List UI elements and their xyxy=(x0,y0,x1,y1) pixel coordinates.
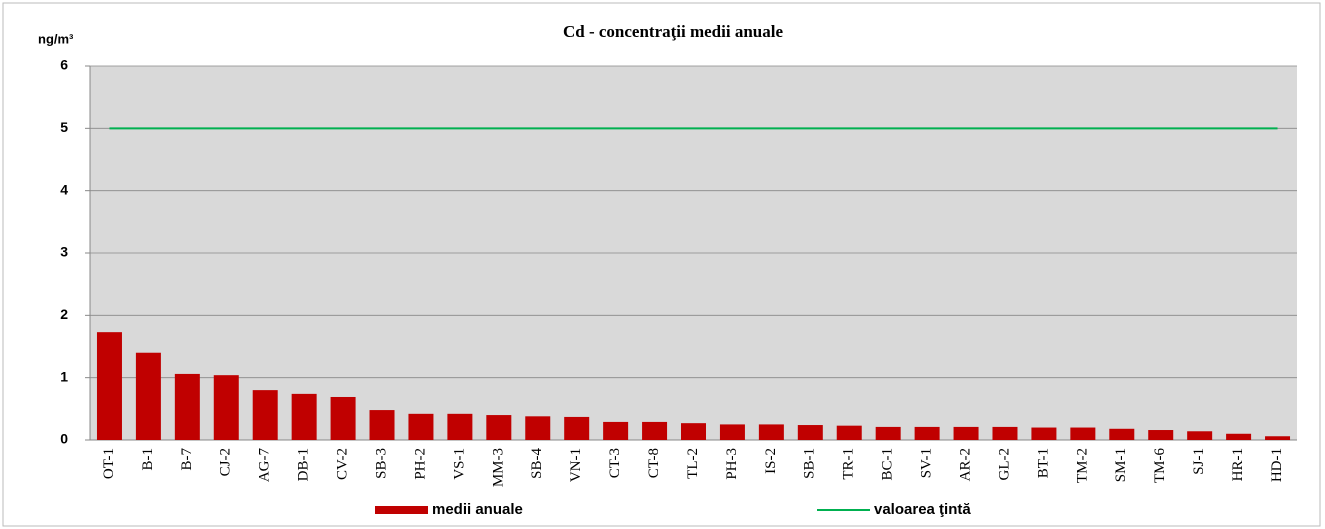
x-tick-label: PH-3 xyxy=(724,448,740,480)
bar xyxy=(953,426,979,440)
x-tick-label: CJ-2 xyxy=(218,448,234,476)
x-tick-label: SM-1 xyxy=(1113,448,1129,482)
x-tick-label: MM-3 xyxy=(490,448,506,487)
x-tick-label: AR-2 xyxy=(957,448,973,481)
x-tick-label: IS-2 xyxy=(763,448,779,474)
x-tick-label: SB-3 xyxy=(373,448,389,479)
y-axis-label: ng/m³ xyxy=(38,31,74,46)
x-tick-label: SV-1 xyxy=(919,448,935,478)
bar xyxy=(330,396,356,440)
bar xyxy=(564,416,590,440)
bar xyxy=(1070,427,1096,440)
x-tick-label: TL-2 xyxy=(685,448,701,479)
x-tick-label: CT-8 xyxy=(646,448,662,478)
x-tick-label: CT-3 xyxy=(607,448,623,478)
x-tick-label: VS-1 xyxy=(451,448,467,480)
x-tick-label: DB-1 xyxy=(296,448,312,481)
bar xyxy=(719,424,745,440)
x-tick-label: SB-4 xyxy=(529,448,545,479)
y-tick-label: 0 xyxy=(60,431,68,447)
bar xyxy=(486,415,512,440)
y-tick-label: 3 xyxy=(60,244,68,260)
y-tick-label: 2 xyxy=(60,306,68,322)
chart-title: Cd - concentraţii medii anuale xyxy=(563,22,783,41)
bar xyxy=(135,352,161,440)
x-tick-label: SB-1 xyxy=(802,448,818,479)
legend-label: medii anuale xyxy=(432,501,523,518)
x-tick-label: SJ-1 xyxy=(1191,448,1207,475)
bar xyxy=(1265,436,1291,440)
bar xyxy=(1109,428,1135,440)
legend-swatch xyxy=(375,506,428,514)
x-tick-label: OT-1 xyxy=(101,448,117,479)
legend-label: valoarea ţintă xyxy=(874,501,971,518)
bar xyxy=(291,393,317,440)
x-tick-label: GL-2 xyxy=(996,448,1012,481)
bar xyxy=(914,426,940,440)
x-tick-label: PH-2 xyxy=(412,448,428,480)
bar xyxy=(1226,433,1252,440)
x-tick-label: TM-2 xyxy=(1074,448,1090,483)
bar xyxy=(447,413,473,440)
x-tick-label: CV-2 xyxy=(335,448,351,480)
y-tick-label: 1 xyxy=(60,368,68,384)
bar xyxy=(836,425,862,440)
y-tick-label: 6 xyxy=(60,57,68,73)
x-tick-label: TR-1 xyxy=(841,448,857,480)
bar xyxy=(96,332,122,440)
bar xyxy=(174,373,200,440)
x-tick-label: HR-1 xyxy=(1230,448,1246,481)
x-tick-label: BC-1 xyxy=(880,448,896,481)
y-tick-label: 4 xyxy=(60,181,68,197)
bar xyxy=(252,390,278,440)
x-tick-label: TM-6 xyxy=(1152,448,1168,483)
bar xyxy=(369,410,395,440)
bar xyxy=(797,425,823,440)
bar xyxy=(408,413,434,440)
bar xyxy=(1148,430,1174,440)
bar xyxy=(525,416,551,440)
bar xyxy=(758,424,784,440)
x-tick-label: HD-1 xyxy=(1269,448,1285,482)
y-tick-label: 5 xyxy=(60,119,68,135)
bar xyxy=(603,421,629,440)
x-tick-label: VN-1 xyxy=(568,448,584,482)
bar xyxy=(213,375,239,440)
bar xyxy=(1187,431,1213,440)
x-tick-label: B-1 xyxy=(140,448,156,471)
bar xyxy=(992,426,1018,440)
bar xyxy=(875,426,901,440)
x-tick-label: AG-7 xyxy=(257,448,273,483)
bar xyxy=(1031,427,1057,440)
x-tick-label: B-7 xyxy=(179,448,195,471)
x-tick-label: BT-1 xyxy=(1035,448,1051,478)
bar xyxy=(642,421,668,440)
bar xyxy=(681,423,706,440)
